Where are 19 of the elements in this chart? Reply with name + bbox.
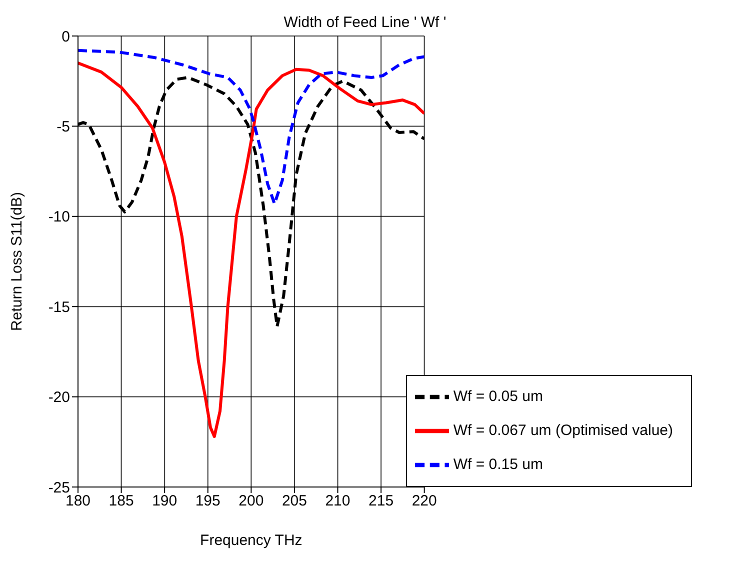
y-tick-label: -20 [48, 389, 70, 406]
x-tick-label: 195 [195, 492, 220, 510]
x-tick-label: 205 [282, 492, 307, 510]
x-tick-label: 185 [108, 492, 134, 510]
legend-label: Wf = 0.05 um [453, 388, 543, 406]
x-tick-label: 215 [368, 492, 394, 510]
x-tick-label: 190 [152, 492, 178, 510]
chart-title: Width of Feed Line ' Wf ' [284, 14, 446, 31]
legend-label: Wf = 0.15 um [453, 456, 543, 474]
x-tick-label: 200 [238, 492, 264, 510]
y-tick-label: -15 [48, 298, 70, 316]
x-axis-title: Frequency THz [200, 532, 302, 549]
legend-label: Wf = 0.067 um (Optimised value) [453, 422, 673, 440]
x-tick-label: 220 [412, 492, 437, 510]
y-tick-label: 0 [62, 28, 70, 46]
y-tick-label: -10 [48, 208, 70, 226]
x-tick-label: 210 [325, 492, 350, 510]
y-tick-label: -5 [56, 118, 70, 136]
y-axis-title: Return Loss S11(dB) [8, 192, 26, 331]
